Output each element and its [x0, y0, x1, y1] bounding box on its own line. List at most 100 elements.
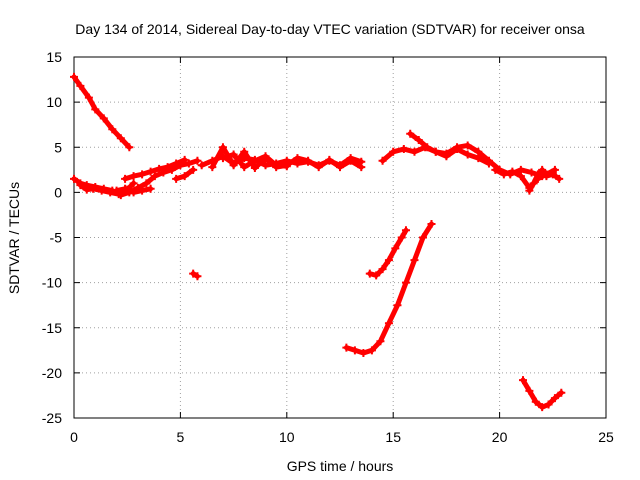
- data-point: [129, 172, 138, 181]
- data-point: [442, 152, 451, 161]
- series-line: [380, 142, 556, 179]
- data-point: [550, 165, 559, 174]
- y-tick-label: -25: [42, 410, 62, 426]
- series-arc-late-dip: [525, 165, 564, 195]
- chart-title: Day 134 of 2014, Sidereal Day-to-day VTE…: [75, 21, 585, 37]
- data-point: [70, 72, 78, 81]
- data-series: [70, 72, 566, 412]
- data-point: [357, 163, 366, 172]
- data-point: [218, 154, 227, 163]
- data-point: [142, 179, 151, 188]
- data-point: [229, 150, 238, 159]
- data-point: [399, 145, 408, 154]
- data-point: [250, 164, 259, 173]
- data-point: [555, 174, 564, 183]
- data-point: [410, 256, 419, 265]
- data-point: [129, 188, 138, 197]
- data-point: [491, 165, 500, 174]
- data-point: [529, 179, 538, 188]
- data-point: [544, 400, 553, 409]
- data-point: [391, 244, 400, 253]
- series-line: [71, 74, 132, 150]
- data-point: [410, 147, 419, 156]
- series-line: [343, 221, 434, 356]
- data-point: [163, 163, 172, 172]
- grid-lines: [74, 57, 606, 418]
- data-point: [261, 152, 270, 161]
- data-point: [401, 226, 410, 235]
- data-point: [542, 172, 551, 181]
- data-point: [76, 181, 85, 190]
- data-point: [389, 147, 398, 156]
- x-tick-label: 10: [279, 429, 295, 445]
- data-point: [150, 172, 159, 181]
- data-point: [508, 167, 517, 176]
- data-point: [229, 161, 238, 170]
- data-point: [376, 337, 385, 346]
- data-point: [208, 163, 217, 172]
- data-point: [359, 349, 368, 358]
- data-point: [121, 184, 130, 193]
- data-point: [519, 376, 528, 385]
- data-point: [423, 143, 432, 152]
- data-point: [401, 278, 410, 287]
- data-point: [378, 265, 387, 274]
- data-point: [155, 164, 164, 173]
- data-point: [304, 156, 313, 165]
- data-point: [516, 172, 525, 181]
- y-tick-label: 15: [46, 49, 62, 65]
- data-point: [70, 174, 78, 183]
- data-point: [172, 159, 181, 168]
- data-point: [116, 134, 125, 143]
- data-point: [261, 161, 270, 170]
- y-tick-label: -10: [42, 275, 62, 291]
- x-tick-label: 15: [385, 429, 401, 445]
- data-point: [325, 155, 334, 164]
- data-point: [193, 272, 202, 281]
- data-point: [393, 301, 402, 310]
- data-point: [499, 170, 508, 179]
- data-point: [197, 161, 206, 170]
- series-arc-mid-crossing: [121, 155, 189, 183]
- data-point: [172, 174, 181, 183]
- data-point: [346, 156, 355, 165]
- data-point: [129, 179, 138, 188]
- data-point: [431, 147, 440, 156]
- series-arc-late-upper-2: [406, 129, 493, 168]
- data-point: [193, 156, 202, 165]
- data-point: [484, 159, 493, 168]
- data-point: [180, 155, 189, 164]
- data-point: [525, 386, 534, 395]
- data-point: [84, 93, 93, 102]
- data-point: [336, 163, 344, 172]
- series-arc-late-upper: [378, 141, 557, 181]
- data-point: [406, 129, 415, 138]
- data-point: [189, 165, 198, 174]
- y-tick-label: 5: [54, 139, 62, 155]
- y-tick-label: 10: [46, 94, 62, 110]
- data-point: [463, 150, 472, 159]
- data-point: [414, 136, 423, 145]
- x-tick-label: 5: [177, 429, 185, 445]
- series-arc-lower-early: [112, 184, 155, 197]
- y-tick-label: -5: [50, 230, 63, 246]
- data-point: [527, 168, 536, 177]
- data-point: [453, 145, 462, 154]
- data-point: [76, 81, 85, 90]
- data-point: [314, 163, 323, 172]
- data-point: [89, 184, 98, 193]
- data-point: [99, 114, 108, 123]
- data-point: [125, 143, 134, 152]
- data-point: [189, 269, 198, 278]
- data-point: [342, 343, 351, 352]
- data-point: [138, 186, 147, 195]
- data-point: [533, 170, 542, 179]
- data-point: [367, 346, 376, 355]
- series-arc-negative-short: [365, 226, 410, 280]
- data-point: [138, 170, 147, 179]
- x-tick-label: 25: [598, 429, 614, 445]
- data-point: [418, 233, 427, 242]
- data-point: [108, 125, 117, 134]
- data-point: [106, 188, 115, 197]
- data-point: [272, 161, 281, 170]
